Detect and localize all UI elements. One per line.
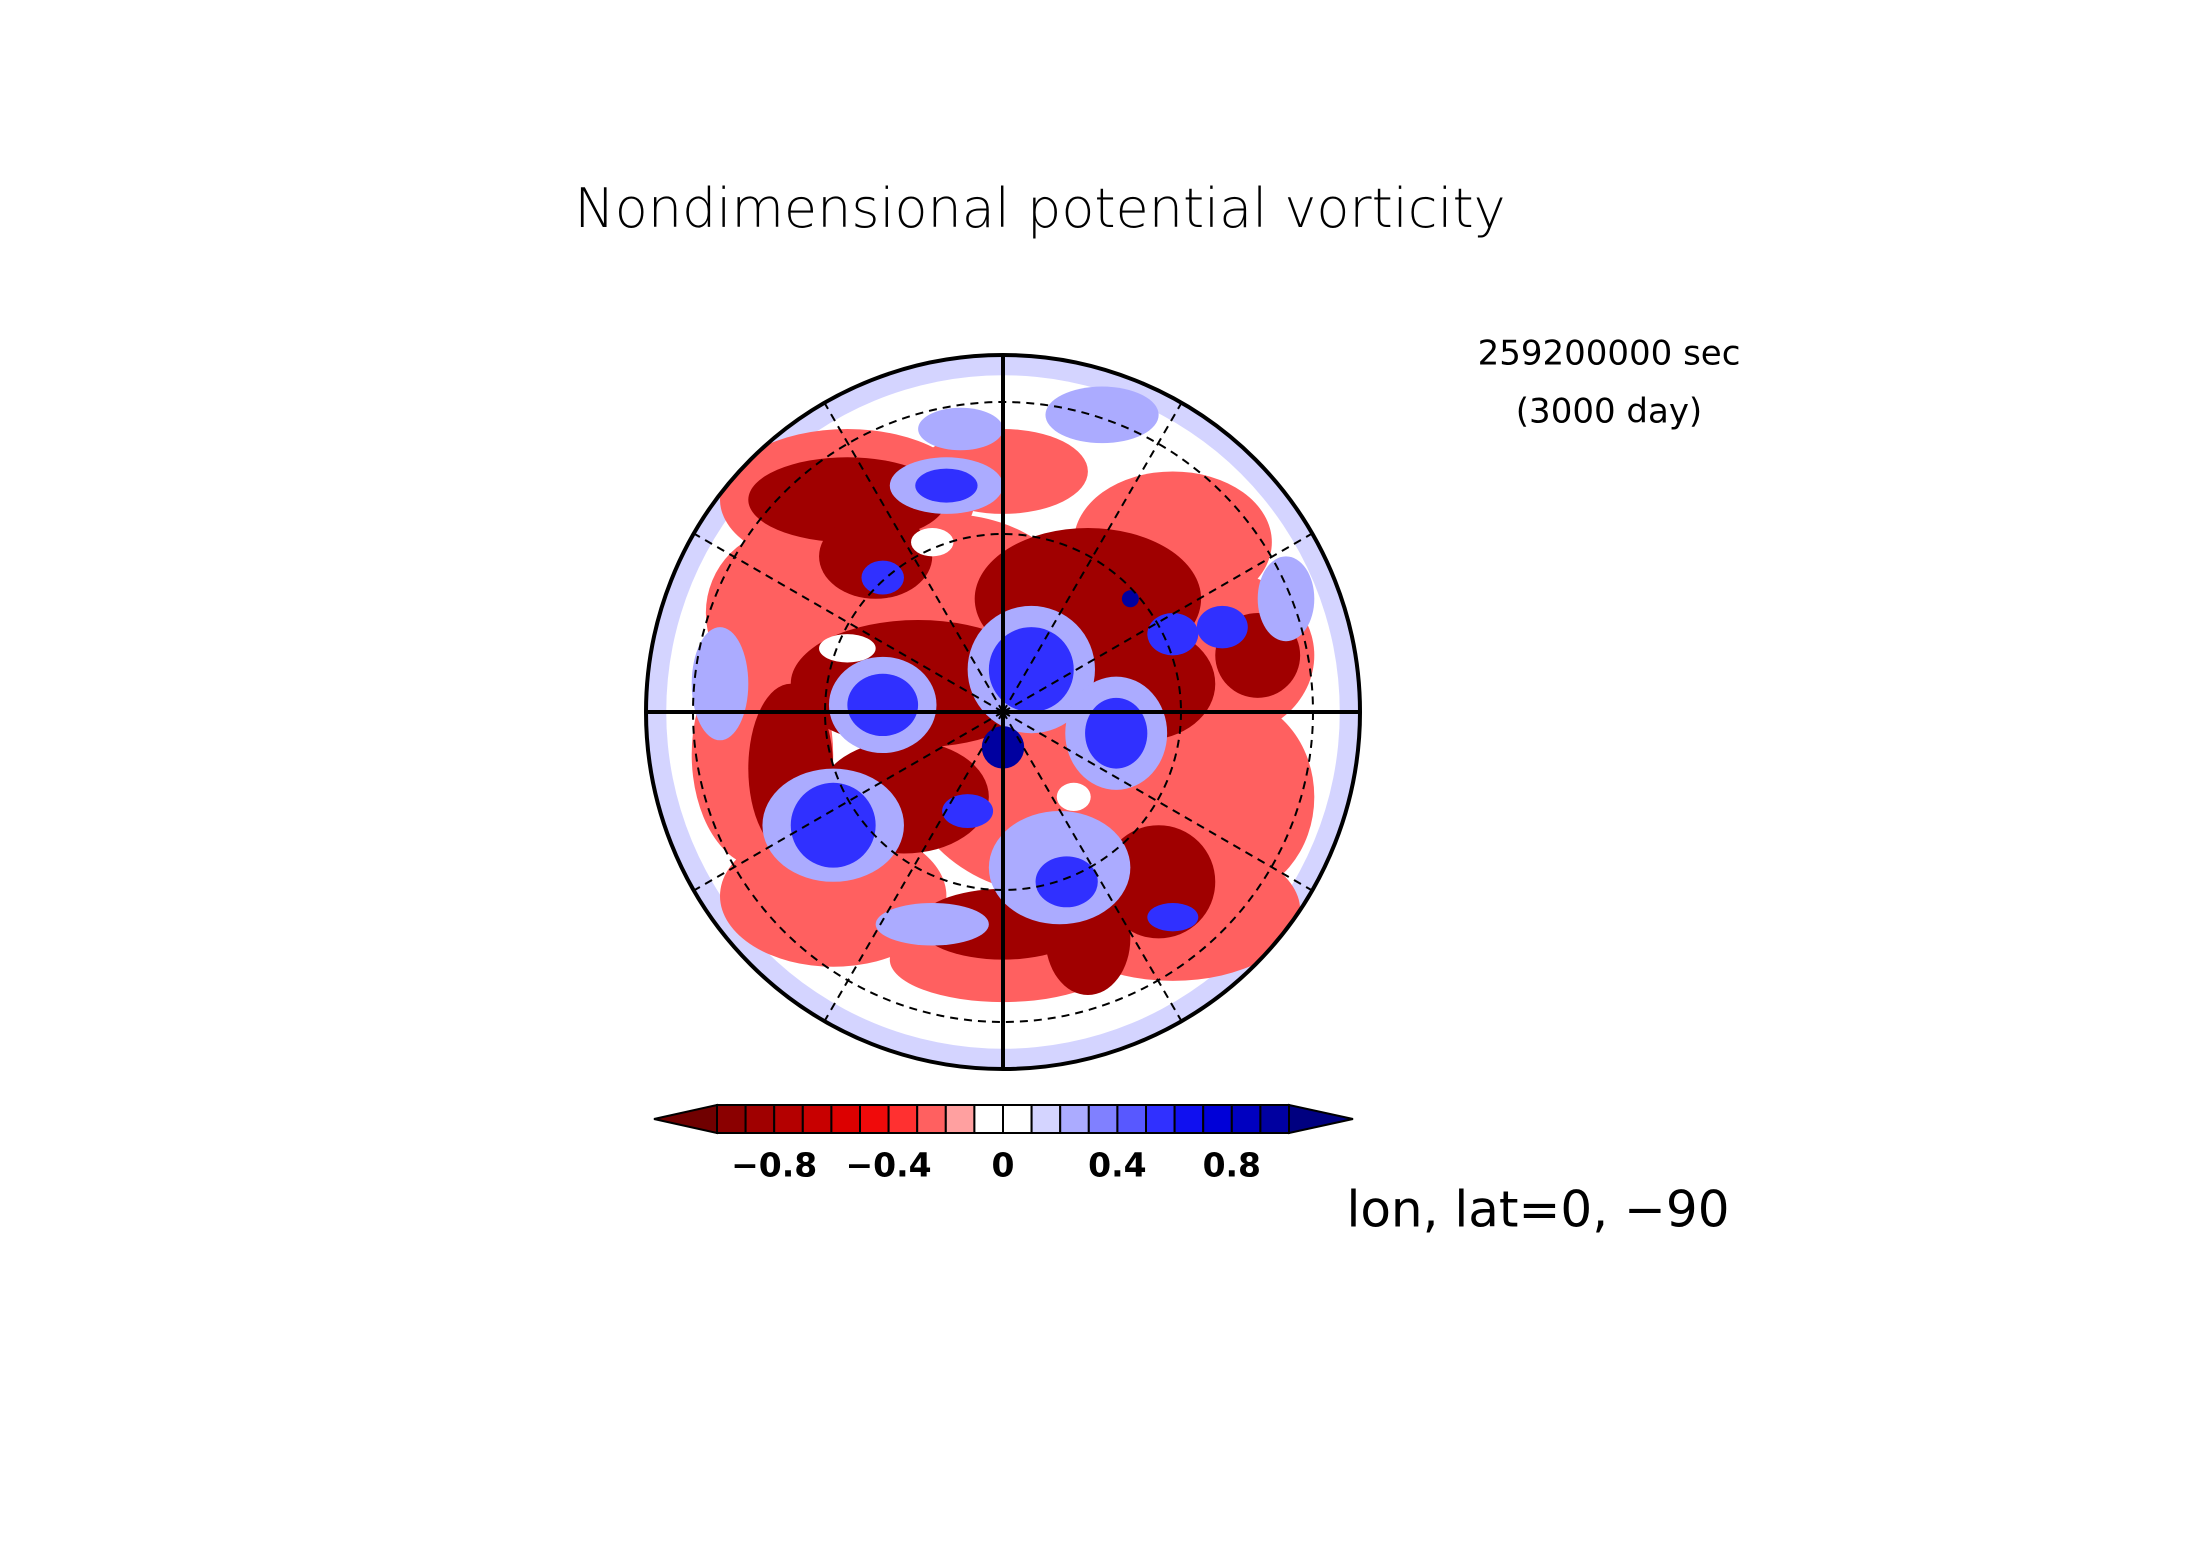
- colorbar: −0.8 −0.4 0 0.4 0.8: [653, 1103, 1354, 1185]
- colorbar-box: [1059, 1104, 1090, 1134]
- colorbar-box: [830, 1104, 862, 1134]
- colorbar-box: [944, 1104, 976, 1134]
- longitude-line: [693, 532, 1004, 713]
- contour-fill: [988, 627, 1074, 712]
- contour-fill: [1196, 605, 1248, 649]
- colorbar-tick-label: −0.8: [731, 1146, 817, 1185]
- contour-fill: [1045, 386, 1159, 444]
- longitude-line: [1002, 711, 1183, 1022]
- contour-fill: [1147, 612, 1199, 656]
- contour-fill: [1257, 556, 1315, 642]
- contour-fill: [847, 673, 919, 737]
- contour-fill: [1085, 697, 1148, 769]
- colorbar-box: [859, 1104, 890, 1134]
- contour-fill: [861, 560, 904, 595]
- contour-field: [646, 355, 1360, 1069]
- colorbar-tick-label: 0: [992, 1146, 1015, 1185]
- longitude-line: [823, 402, 1004, 713]
- colorbar-box: [1030, 1104, 1062, 1134]
- contour-fill: [1035, 856, 1098, 908]
- contour-fill: [911, 528, 954, 557]
- colorbar-box: [973, 1104, 1005, 1134]
- colorbar-tick-label: 0.8: [1203, 1146, 1261, 1185]
- longitude-line: [693, 711, 1004, 892]
- contour-fill: [1121, 590, 1139, 608]
- chart-title: Nondimensional potential vorticity: [574, 177, 1505, 240]
- colorbar-box: [1173, 1104, 1205, 1134]
- colorbar-box: [1116, 1104, 1148, 1134]
- longitude-line: [1002, 532, 1313, 713]
- colorbar-box: [716, 1104, 747, 1134]
- contour-fill: [1056, 782, 1091, 812]
- contour-fill: [875, 903, 989, 946]
- map-label: lon, lat=0, −90: [1346, 1181, 1729, 1239]
- colorbar-extend-high: [1288, 1103, 1354, 1135]
- contour-fill: [790, 782, 876, 868]
- colorbar-box: [773, 1104, 804, 1134]
- colorbar-box: [916, 1104, 947, 1134]
- time-label: 259200000 sec: [1478, 334, 1741, 374]
- colorbar-box: [1145, 1104, 1176, 1134]
- colorbar-box: [801, 1104, 833, 1134]
- contour-fill: [1147, 903, 1199, 932]
- colorbar-box: [1230, 1104, 1262, 1134]
- colorbar-extend-low: [653, 1103, 718, 1135]
- day-label: (3000 day): [1516, 392, 1702, 432]
- contour-fill: [918, 407, 1003, 451]
- colorbar-box: [1002, 1104, 1033, 1134]
- contour-fill: [819, 513, 933, 599]
- longitude-line: [1002, 711, 1313, 892]
- colorbar-box: [1259, 1104, 1291, 1134]
- contour-fill: [915, 468, 978, 503]
- contour-fill: [942, 794, 994, 829]
- colorbar-box: [1202, 1104, 1233, 1134]
- longitude-line: [823, 711, 1004, 1022]
- longitude-line: [1002, 402, 1183, 713]
- colorbar-tick-label: −0.4: [846, 1146, 932, 1185]
- colorbar-tick-label: 0.4: [1088, 1146, 1146, 1185]
- colorbar-box: [1087, 1104, 1119, 1134]
- contour-fill: [819, 634, 876, 663]
- colorbar-box: [887, 1104, 919, 1134]
- colorbar-box: [744, 1104, 776, 1134]
